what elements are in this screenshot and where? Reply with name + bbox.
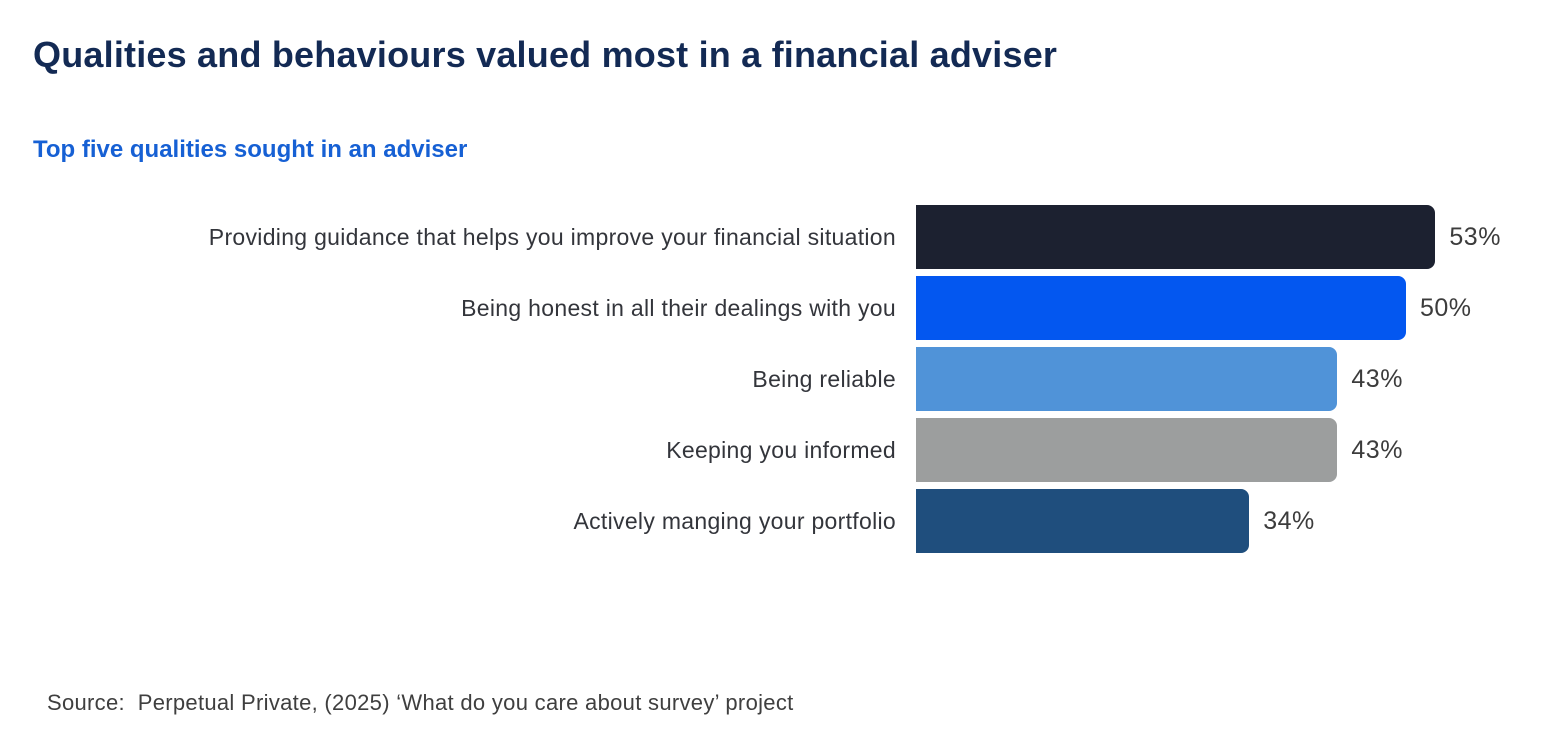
value-label: 50%: [1420, 293, 1472, 322]
category-label: Providing guidance that helps you improv…: [208, 223, 896, 250]
bar-track: 53%: [916, 205, 1541, 269]
bar-row: Providing guidance that helps you improv…: [0, 205, 1541, 269]
bar: [916, 347, 1338, 411]
bar-track: 50%: [916, 276, 1541, 340]
bar-track: 34%: [916, 489, 1541, 553]
bar-row: Being reliable 43%: [0, 347, 1541, 411]
category-label: Being reliable: [752, 365, 896, 392]
source-note: Source: Perpetual Private, (2025) ‘What …: [47, 690, 794, 715]
category-label: Being honest in all their dealings with …: [461, 294, 896, 321]
bar-row: Keeping you informed 43%: [0, 418, 1541, 482]
bar-track: 43%: [916, 347, 1541, 411]
bar: [916, 489, 1250, 553]
value-label: 53%: [1449, 222, 1501, 251]
value-label: 43%: [1351, 364, 1403, 393]
bar-row: Actively manging your portfolio 34%: [0, 489, 1541, 553]
category-label: Actively manging your portfolio: [573, 507, 896, 534]
bar: [916, 418, 1338, 482]
bar-row: Being honest in all their dealings with …: [0, 276, 1541, 340]
bar-track: 43%: [916, 418, 1541, 482]
chart-subtitle: Top five qualities sought in an adviser: [33, 136, 468, 163]
value-label: 43%: [1351, 435, 1403, 464]
bar-chart: Providing guidance that helps you improv…: [0, 205, 1541, 553]
bar: [916, 205, 1436, 269]
bar: [916, 276, 1406, 340]
category-label: Keeping you informed: [666, 436, 896, 463]
value-label: 34%: [1263, 506, 1315, 535]
page-title: Qualities and behaviours valued most in …: [33, 34, 1058, 75]
